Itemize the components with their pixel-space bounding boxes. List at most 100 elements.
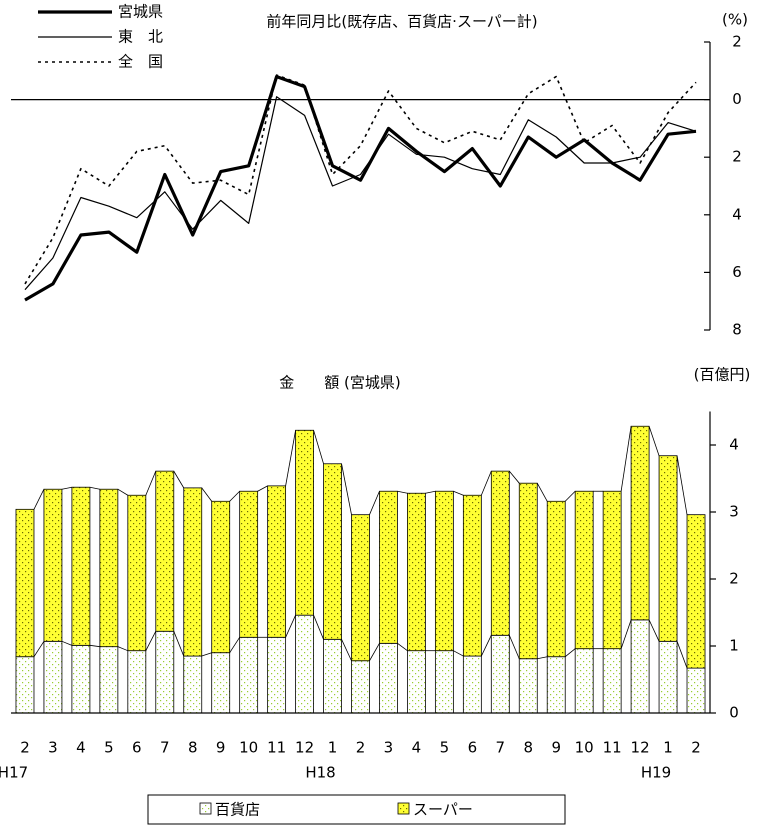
x-tick-label: 1 [663,739,673,757]
stack-connector [89,644,100,648]
x-tick-label: 3 [48,739,58,757]
legend-label: 百貨店 [215,801,260,819]
stack-connector [480,635,492,657]
bar-segment [686,667,706,714]
x-tick-label: 6 [468,739,478,757]
stack-connector [620,619,632,649]
bar-segment [323,638,342,714]
x-tick-label: 11 [267,739,286,757]
bar-segment [183,655,203,714]
bar-segment [686,514,706,669]
series-line [24,74,697,285]
x-tick-label: 5 [104,739,114,757]
y-tick-label: 6 [732,263,742,281]
bar-segment [155,470,175,632]
stack-connector [676,455,688,515]
bar-segment [546,500,566,658]
bar-segment [15,656,35,714]
bar-segment [462,494,482,657]
stack-connector [536,482,548,502]
bar-segment [211,652,231,714]
year-label: H17 [0,764,28,782]
x-tick-label: 2 [356,739,366,757]
legend-label: スーパー [413,801,473,819]
y-tick-label: 8 [732,321,742,339]
stack-connector [369,491,380,515]
chart-title: 前年同月比(既存店、百貨店·スーパー計) [266,13,537,31]
stack-connector [620,426,632,492]
stack-connector [453,490,464,496]
stack-connector [341,463,352,515]
stack-connector [313,430,324,464]
bar-segment [239,490,259,638]
stack-connector [537,656,548,660]
bar-segment [239,636,259,714]
stack-connector [648,619,660,642]
bar-segment [574,490,594,650]
bar-segment [658,640,678,714]
series-line [24,75,697,302]
stack-connector [201,487,213,502]
legend-label: 宮城県 [118,3,163,21]
stack-connector [285,430,296,486]
bar-segment [43,640,63,714]
bar-segment [407,650,426,714]
stack-connector [341,639,352,661]
bar-segment [127,650,147,714]
y-tick-label: 0 [732,90,742,108]
y-tick-label: 4 [732,205,742,223]
bar-segment [546,656,566,714]
x-tick-label: 8 [188,739,198,757]
x-tick-label: 4 [76,739,86,757]
bar-segment [127,494,147,652]
bar-segment [630,619,650,714]
bar-segment [99,488,119,648]
legend-label: 全 国 [118,53,163,71]
x-tick-label: 7 [160,739,170,757]
bar-segment [658,455,678,642]
x-tick-label: 3 [384,739,394,757]
x-tick-label: 11 [603,739,622,757]
stack-connector [285,615,296,638]
stack-connector [480,470,492,496]
bar-segment [323,463,342,640]
bar-segment [434,490,454,652]
y-unit: (百億円) [694,366,751,384]
x-tick-label: 10 [239,739,258,757]
x-tick-label: 12 [295,739,314,757]
bar-segment [15,508,35,658]
bar-segment [407,492,426,652]
y-tick-label: 4 [729,436,739,454]
bar-segment [434,650,454,714]
stack-connector [508,470,520,484]
x-tick-label: 8 [523,739,533,757]
stack-connector [173,631,185,657]
y-tick-label: 2 [729,570,739,588]
bar-segment [518,482,538,660]
x-tick-label: 1 [328,739,338,757]
stack-connector [61,640,73,646]
stack-connector [173,470,185,489]
bar-segment [462,655,482,714]
year-label: H19 [641,764,671,782]
stack-connector [397,490,408,494]
y-tick-label: 1 [729,637,739,655]
x-tick-label: 6 [132,739,142,757]
x-tick-label: 2 [691,739,701,757]
stack-connector [229,490,240,502]
x-tick-label: 7 [496,739,506,757]
bar-segment [183,487,203,657]
stack-connector [369,643,380,661]
stack-connector [425,490,436,494]
stack-connector [61,486,72,490]
x-tick-label: 12 [631,739,650,757]
stack-connector [33,489,45,510]
stack-connector [89,486,100,490]
x-tick-label: 9 [551,739,561,757]
bar-segment [379,490,398,644]
bar-segment [43,488,63,642]
legend-label: 東 北 [118,28,163,46]
stack-connector [564,490,576,502]
stack-connector [676,641,688,669]
